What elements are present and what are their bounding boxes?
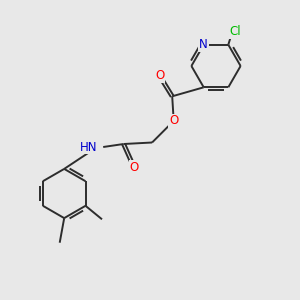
Text: O: O	[130, 161, 139, 174]
Text: Cl: Cl	[229, 25, 241, 38]
Text: O: O	[155, 69, 164, 82]
Text: HN: HN	[80, 140, 97, 154]
Text: O: O	[169, 114, 178, 128]
Text: N: N	[199, 38, 208, 51]
